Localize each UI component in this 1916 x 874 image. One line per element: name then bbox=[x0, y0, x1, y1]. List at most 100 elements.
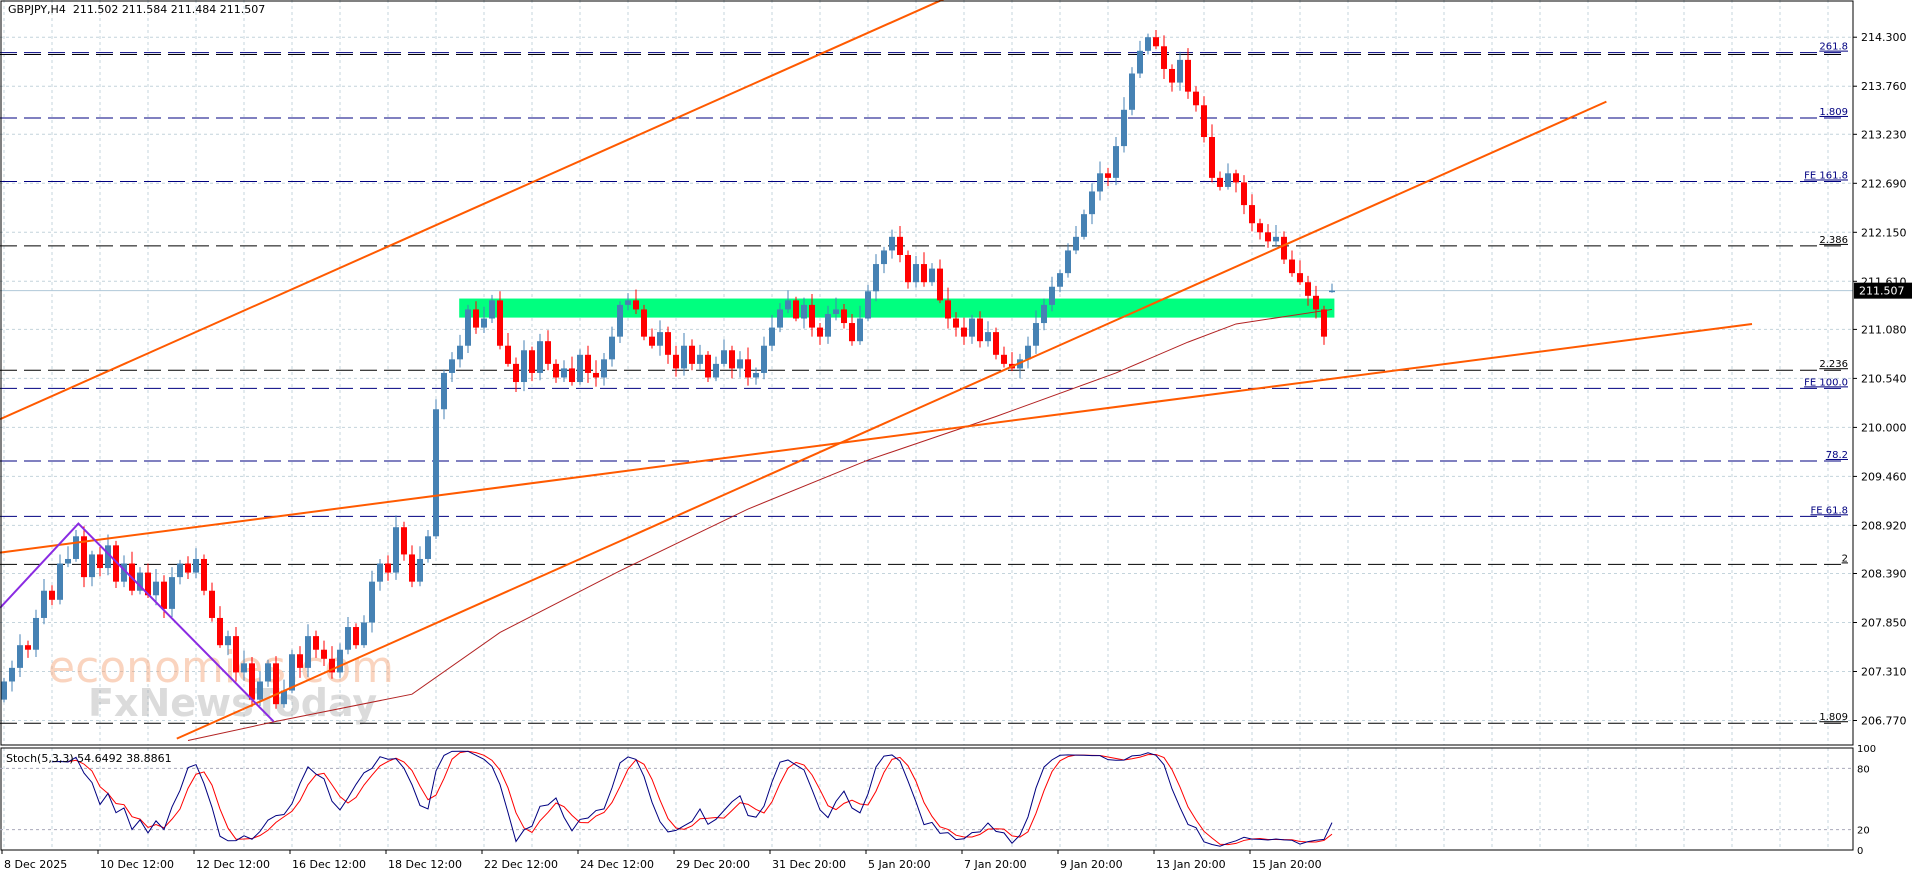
candle-body bbox=[1001, 354, 1007, 364]
candle-bull bbox=[481, 306, 487, 334]
candle-body bbox=[721, 350, 727, 364]
candle-bull bbox=[73, 529, 79, 562]
candle-body bbox=[745, 359, 751, 378]
candle-body bbox=[1113, 146, 1119, 178]
candle-body bbox=[625, 300, 631, 305]
candle-bear bbox=[937, 259, 943, 304]
candle-bear bbox=[961, 317, 967, 345]
candle-body bbox=[769, 327, 775, 346]
candle-bear bbox=[993, 327, 999, 360]
candle-body bbox=[425, 536, 431, 559]
candle-bear bbox=[129, 551, 135, 596]
trendlines[interactable] bbox=[0, 0, 1753, 740]
candle-body bbox=[1153, 37, 1159, 47]
candle-bull bbox=[825, 305, 831, 344]
candle-bear bbox=[545, 330, 551, 371]
candle-body bbox=[369, 581, 375, 623]
stochastic-panel: 100 80 20 0 bbox=[0, 744, 1876, 857]
candle-bear bbox=[529, 346, 535, 382]
time-tick-label: 8 Dec 2025 bbox=[4, 858, 67, 871]
trendline[interactable] bbox=[0, 0, 956, 421]
candle-bull bbox=[153, 568, 159, 606]
candle-bull bbox=[713, 356, 719, 382]
time-tick-label: 24 Dec 12:00 bbox=[580, 858, 654, 871]
candle-body bbox=[161, 581, 167, 609]
candle-bull bbox=[177, 559, 183, 585]
candle-bear bbox=[553, 359, 559, 383]
candle-bull bbox=[1041, 298, 1047, 331]
zigzag-line[interactable] bbox=[0, 522, 275, 723]
candle-bear bbox=[569, 356, 575, 386]
candle-bear bbox=[321, 640, 327, 667]
candle-bear bbox=[1161, 35, 1167, 79]
candle-bear bbox=[497, 291, 503, 350]
stoch-tick-label: 100 bbox=[1857, 744, 1876, 755]
candle-body bbox=[649, 336, 655, 346]
support-zone-rect bbox=[459, 298, 1335, 318]
trendline[interactable] bbox=[176, 100, 1607, 740]
candle-bull bbox=[433, 399, 439, 540]
fibonacci-levels: 261.8 1.809 FE 161.8 2.386 2.236 FE 100.0 78.2… bbox=[0, 42, 1853, 724]
trendline[interactable] bbox=[0, 322, 1753, 554]
time-tick-label: 7 Jan 20:00 bbox=[964, 858, 1027, 871]
candle-body bbox=[905, 254, 911, 283]
moving-average bbox=[187, 308, 1333, 741]
candle-body bbox=[225, 636, 231, 646]
candle-bear bbox=[97, 547, 103, 577]
candle-body bbox=[897, 236, 903, 255]
candle-body bbox=[553, 363, 559, 378]
candle-bear bbox=[273, 656, 279, 709]
candle-body bbox=[145, 572, 151, 596]
price-tick-label: 212.690 bbox=[1861, 177, 1907, 190]
candle-body bbox=[833, 309, 839, 314]
candle-body bbox=[729, 350, 735, 369]
candle-body bbox=[785, 300, 791, 310]
candle-bear bbox=[329, 646, 335, 679]
candle-body bbox=[497, 300, 503, 346]
candle-bear bbox=[953, 312, 959, 337]
price-panel-frame bbox=[0, 0, 1854, 746]
candle-bull bbox=[337, 643, 343, 678]
candle-bear bbox=[945, 287, 951, 329]
candle-bull bbox=[449, 352, 455, 383]
zigzag[interactable] bbox=[0, 522, 275, 723]
candle-body bbox=[857, 318, 863, 342]
fib-level-label: 2 bbox=[1842, 553, 1848, 564]
candle-bull bbox=[425, 529, 431, 563]
candle-body bbox=[1073, 236, 1079, 251]
candle-bull bbox=[257, 671, 263, 706]
candle-body bbox=[313, 636, 319, 650]
candle-bear bbox=[113, 540, 119, 589]
candles bbox=[1, 29, 1335, 709]
time-tick-label: 22 Dec 12:00 bbox=[484, 858, 558, 871]
candle-bear bbox=[1313, 285, 1319, 319]
candle-body bbox=[1049, 286, 1055, 305]
candle-bull bbox=[441, 369, 447, 420]
candle-body bbox=[849, 323, 855, 342]
candle-body bbox=[417, 558, 423, 582]
candle-bear bbox=[1209, 124, 1215, 183]
time-tick-label: 10 Dec 12:00 bbox=[100, 858, 174, 871]
candle-bull bbox=[9, 660, 15, 692]
candle-body bbox=[521, 350, 527, 383]
candle-bull bbox=[601, 352, 607, 386]
candle-bull bbox=[785, 290, 791, 314]
candle-body bbox=[697, 354, 703, 364]
candle-body bbox=[177, 563, 183, 578]
candle-body bbox=[73, 536, 79, 559]
candle-body bbox=[385, 563, 391, 573]
candle-bear bbox=[1153, 29, 1159, 50]
candle-body bbox=[1145, 37, 1151, 51]
stoch-k-value: 54.6492 bbox=[77, 752, 123, 765]
candle-body bbox=[81, 536, 87, 578]
candle-body bbox=[913, 264, 919, 283]
candle-bull bbox=[1177, 51, 1183, 91]
candle-body bbox=[545, 341, 551, 364]
candle-body bbox=[1121, 109, 1127, 147]
candle-body bbox=[9, 667, 15, 682]
candle-body bbox=[41, 590, 47, 618]
candle-body bbox=[1241, 182, 1247, 206]
candle-body bbox=[441, 372, 447, 410]
candle-body bbox=[1329, 290, 1335, 293]
candle-bear bbox=[81, 526, 87, 588]
